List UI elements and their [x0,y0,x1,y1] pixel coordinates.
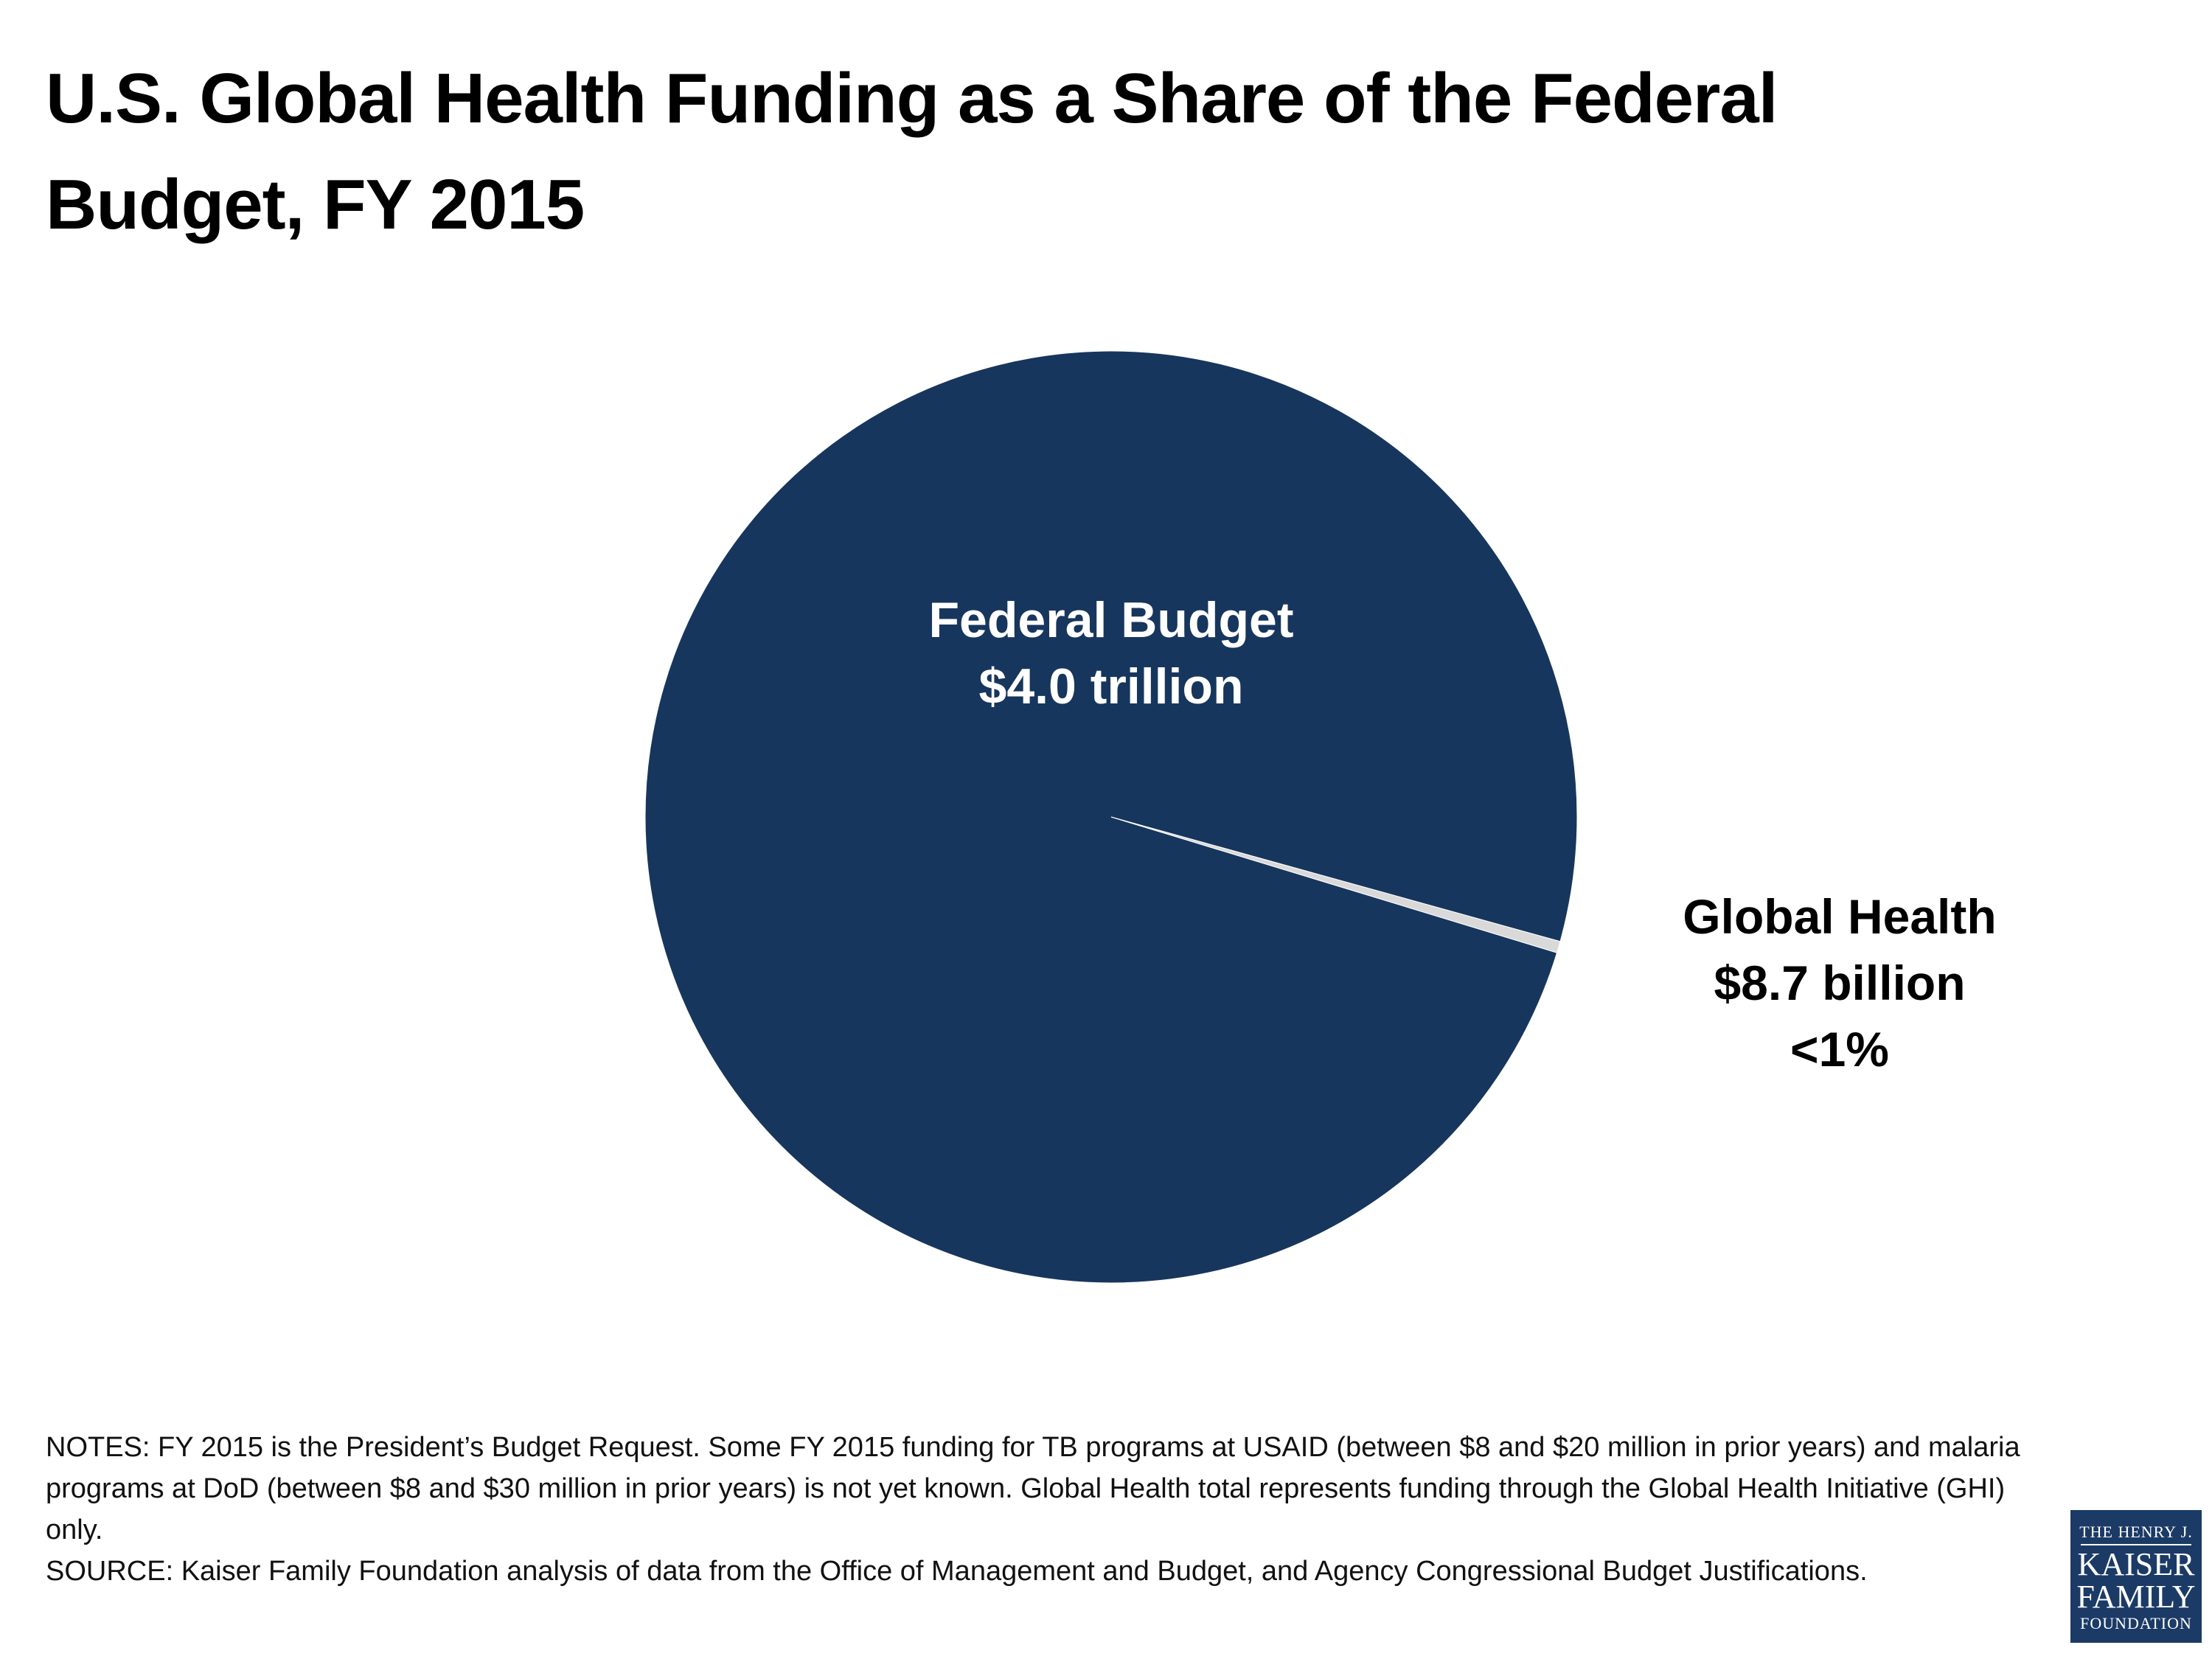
page-title: U.S. Global Health Funding as a Share of… [46,59,1778,244]
notes-text: NOTES: FY 2015 is the President’s Budget… [46,1432,2020,1545]
pie-slice-federal-budget [644,350,1578,1284]
kaiser-family-foundation-logo: THE HENRY J. KAISER FAMILY FOUNDATION [2070,1510,2202,1643]
logo-line-2: KAISER [2077,1546,2195,1582]
logo-divider [2081,1544,2191,1545]
slice-label-global-health-name: Global Health [1683,889,1996,944]
source-text: SOURCE: Kaiser Family Foundation analysi… [46,1556,1868,1587]
slice-label-global-health-share: <1% [1790,1022,1889,1077]
slice-label-federal-budget-name: Federal Budget [929,592,1294,648]
notes-section: NOTES: FY 2015 is the President’s Budget… [46,1427,2037,1592]
slice-label-global-health-value: $8.7 billion [1714,956,1965,1010]
pie-slices [644,350,1578,1284]
slice-label-federal-budget-value: $4.0 trillion [979,658,1244,714]
logo-line-4: FOUNDATION [2080,1614,2192,1632]
pie-slice-global-health [1110,816,1561,953]
logo-line-3: FAMILY [2076,1579,2196,1615]
logo-line-1: THE HENRY J. [2079,1523,2193,1541]
